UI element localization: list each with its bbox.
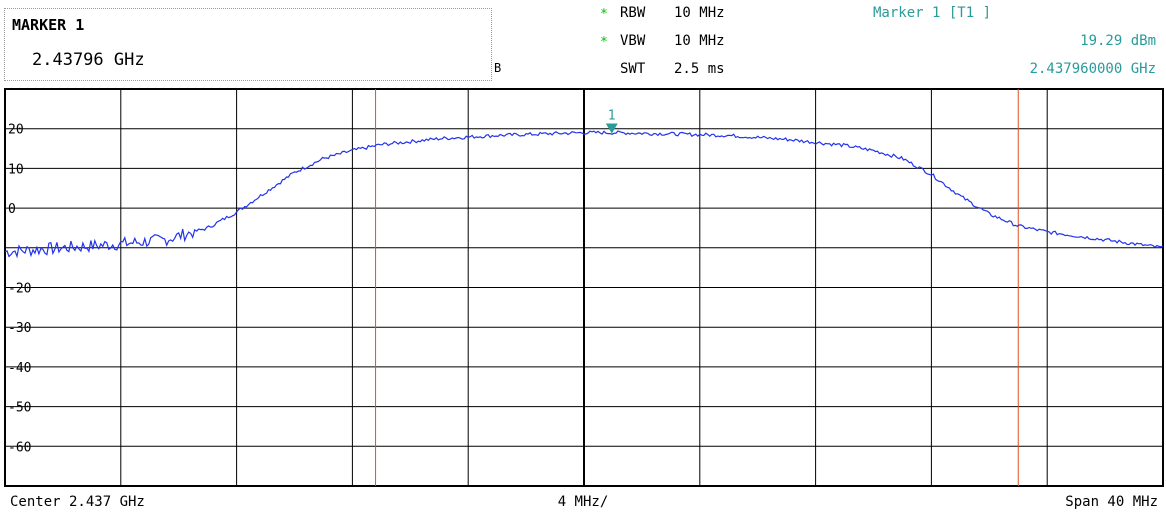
marker-triangle bbox=[605, 123, 618, 134]
marker-info-level: 19.29 dBm bbox=[1080, 33, 1156, 49]
vbw-value: 10 MHz bbox=[674, 33, 725, 49]
vbw-star: * bbox=[600, 35, 608, 50]
marker-frequency: 2.43796 GHz bbox=[32, 50, 145, 70]
y-tick-label: -20 bbox=[8, 282, 31, 297]
y-tick-label: 10 bbox=[8, 162, 24, 177]
truncated-fragment: B bbox=[494, 61, 502, 75]
marker-title: MARKER 1 bbox=[12, 16, 85, 34]
marker-label: 1 bbox=[608, 109, 616, 124]
y-tick-label: -50 bbox=[8, 401, 31, 416]
footer-span: Span 40 MHz bbox=[1065, 494, 1158, 510]
footer-center: Center 2.437 GHz bbox=[10, 494, 145, 510]
marker-info-title: Marker 1 [T1 ] bbox=[873, 5, 992, 21]
spectrum-trace bbox=[4, 130, 1164, 259]
vbw-label: VBW bbox=[620, 33, 646, 49]
footer-per-division: 4 MHz/ bbox=[557, 494, 609, 510]
y-tick-label: 20 bbox=[8, 123, 24, 138]
swt-value: 2.5 ms bbox=[674, 61, 725, 77]
rbw-label: RBW bbox=[620, 5, 646, 21]
y-tick-label: -40 bbox=[8, 361, 31, 376]
y-tick-label: 0 bbox=[8, 202, 16, 217]
swt-label: SWT bbox=[620, 61, 646, 77]
marker-readout-box bbox=[4, 8, 492, 81]
rbw-star: * bbox=[600, 7, 608, 22]
y-tick-label: -60 bbox=[8, 440, 31, 455]
marker-info-frequency: 2.437960000 GHz bbox=[1029, 61, 1156, 77]
rbw-value: 10 MHz bbox=[674, 5, 725, 21]
y-tick-label: -30 bbox=[8, 321, 31, 336]
